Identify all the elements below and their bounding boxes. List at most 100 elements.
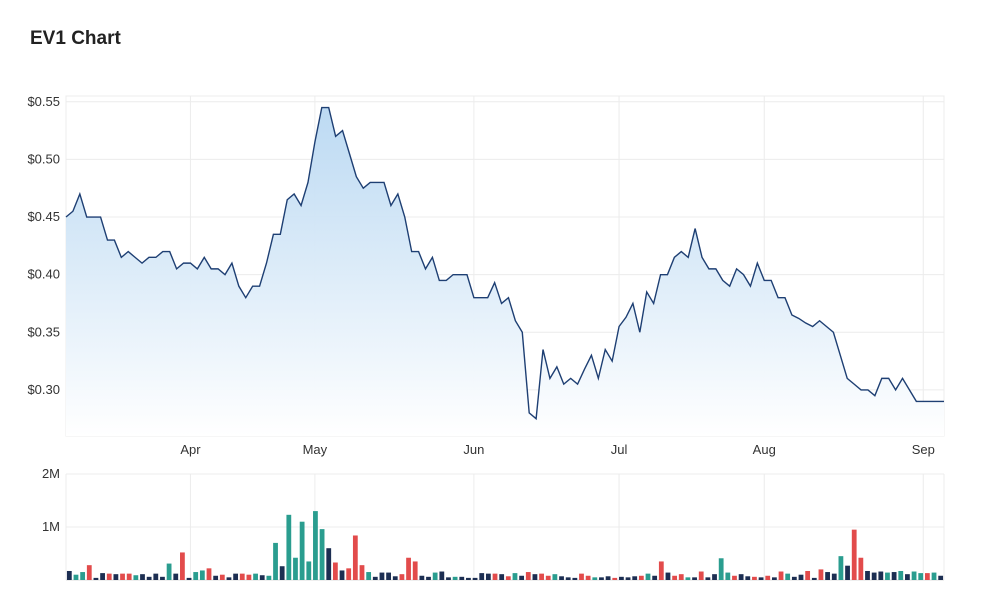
volume-bar bbox=[911, 571, 917, 580]
volume-bar bbox=[399, 574, 405, 580]
volume-bar bbox=[273, 542, 278, 580]
volume-bar bbox=[572, 577, 578, 580]
volume-bar bbox=[539, 573, 544, 580]
volume-bar bbox=[372, 576, 378, 580]
volume-bar bbox=[426, 576, 431, 580]
volume-bar bbox=[898, 570, 904, 580]
volume-y-axis: 2M 1M bbox=[42, 466, 60, 534]
volume-bar bbox=[851, 529, 857, 580]
volume-bar bbox=[778, 571, 784, 580]
price-y-tick-label: $0.35 bbox=[27, 324, 60, 339]
volume-bar bbox=[193, 572, 199, 580]
volume-bar bbox=[559, 576, 564, 580]
volume-bar bbox=[392, 576, 398, 580]
price-y-axis: $0.55 $0.50 $0.45 $0.40 $0.35 $0.30 bbox=[27, 94, 60, 397]
volume-gridlines bbox=[65, 473, 945, 581]
volume-bar bbox=[858, 557, 864, 580]
volume-bar bbox=[366, 572, 372, 580]
volume-bar bbox=[346, 568, 352, 580]
volume-bar bbox=[239, 573, 245, 580]
volume-bar bbox=[658, 561, 664, 580]
volume-bar bbox=[332, 562, 338, 580]
volume-bar bbox=[632, 576, 638, 580]
volume-bar bbox=[266, 575, 272, 580]
volume-bar bbox=[845, 565, 850, 580]
volume-bar bbox=[492, 573, 498, 580]
volume-bar bbox=[66, 570, 72, 580]
volume-bar bbox=[133, 575, 139, 580]
volume-bar bbox=[938, 575, 944, 580]
volume-bar bbox=[758, 577, 764, 580]
volume-bar bbox=[579, 573, 584, 580]
volume-bar bbox=[725, 572, 731, 580]
volume-bar bbox=[86, 565, 92, 580]
volume-bar bbox=[412, 561, 418, 580]
price-y-tick-label: $0.55 bbox=[27, 94, 60, 109]
volume-bar bbox=[692, 577, 697, 580]
volume-bar bbox=[918, 573, 924, 580]
volume-bar bbox=[299, 521, 305, 580]
volume-bar bbox=[525, 572, 531, 580]
volume-bar bbox=[838, 556, 844, 580]
volume-bar bbox=[931, 572, 937, 580]
volume-bar bbox=[472, 577, 478, 580]
volume-bar bbox=[718, 558, 724, 580]
price-x-tick-label: May bbox=[303, 442, 328, 457]
volume-bar bbox=[811, 577, 817, 580]
volume-bar bbox=[406, 557, 411, 580]
volume-bar bbox=[313, 511, 318, 580]
volume-bar bbox=[532, 574, 538, 580]
price-y-tick-label: $0.40 bbox=[27, 267, 60, 282]
volume-bar bbox=[678, 574, 684, 580]
volume-bar bbox=[698, 571, 704, 580]
volume-bar bbox=[146, 576, 152, 580]
volume-bar bbox=[233, 573, 239, 580]
volume-bar bbox=[186, 577, 192, 580]
volume-bar bbox=[73, 574, 79, 580]
price-x-tick-label: Jul bbox=[611, 442, 628, 457]
volume-bar bbox=[505, 576, 511, 580]
volume-bar bbox=[685, 577, 691, 580]
volume-bar bbox=[113, 574, 119, 580]
volume-bar bbox=[752, 576, 757, 580]
volume-bar bbox=[924, 573, 930, 580]
volume-bar bbox=[452, 576, 458, 580]
price-area-fill bbox=[66, 107, 944, 436]
volume-bar bbox=[446, 577, 451, 580]
volume-bar bbox=[825, 572, 830, 580]
volume-bar bbox=[259, 575, 265, 580]
volume-bar bbox=[100, 573, 105, 580]
volume-bar bbox=[419, 575, 425, 580]
volume-bar bbox=[791, 576, 797, 580]
volume-y-tick-label: 1M bbox=[42, 519, 60, 534]
volume-bar bbox=[206, 568, 212, 580]
volume-bar bbox=[153, 573, 159, 580]
volume-bar bbox=[592, 577, 598, 580]
volume-bar bbox=[279, 566, 285, 580]
volume-bar bbox=[712, 574, 717, 580]
volume-bar bbox=[891, 572, 897, 580]
volume-bar bbox=[226, 577, 232, 580]
price-x-tick-label: Jun bbox=[463, 442, 484, 457]
price-y-tick-label: $0.45 bbox=[27, 209, 60, 224]
price-x-tick-label: Aug bbox=[753, 442, 776, 457]
volume-bar bbox=[599, 577, 604, 580]
volume-bar bbox=[120, 573, 125, 580]
volume-bar bbox=[199, 570, 205, 580]
volume-bar bbox=[173, 573, 179, 580]
volume-bar bbox=[638, 575, 644, 580]
price-x-axis: Apr May Jun Jul Aug Sep bbox=[180, 442, 935, 457]
volume-bar bbox=[246, 574, 252, 580]
volume-bar bbox=[805, 570, 811, 580]
volume-bar bbox=[180, 552, 185, 580]
volume-bar bbox=[386, 572, 391, 580]
volume-bar bbox=[466, 577, 471, 580]
price-y-tick-label: $0.50 bbox=[27, 151, 60, 166]
volume-bar bbox=[93, 577, 99, 580]
volume-bar bbox=[585, 575, 591, 580]
volume-bar bbox=[745, 576, 751, 580]
volume-bar bbox=[293, 557, 298, 580]
volume-bar bbox=[871, 572, 877, 580]
volume-bar bbox=[106, 573, 112, 580]
volume-bar bbox=[359, 565, 365, 580]
